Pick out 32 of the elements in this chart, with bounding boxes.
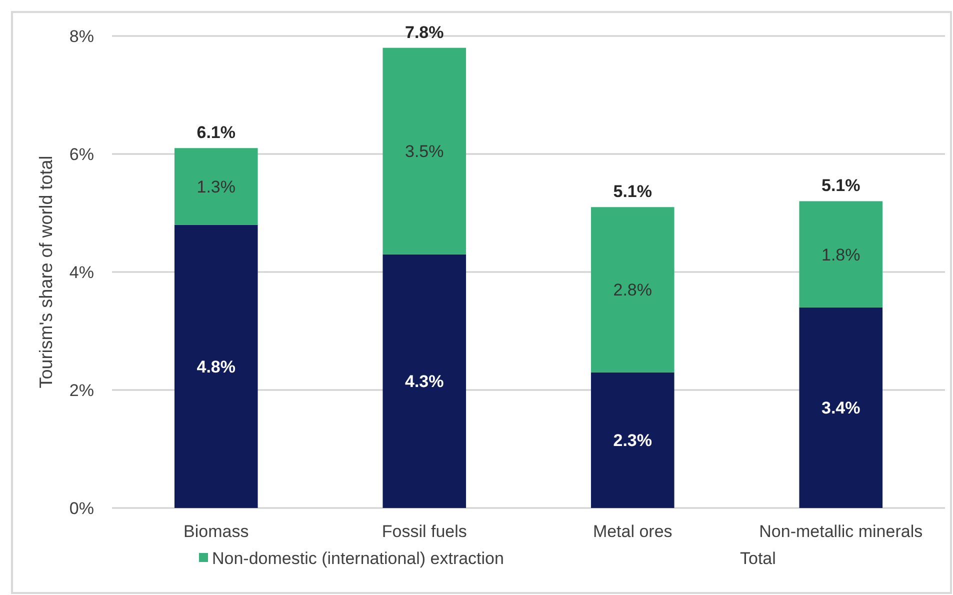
x-tick-label: Non-metallic minerals (759, 522, 923, 541)
x-tick-label: Biomass (184, 522, 249, 541)
text: Total (740, 549, 776, 568)
total-label: 5.1% (613, 182, 652, 202)
total-label: 6.1% (196, 123, 236, 142)
bar (590, 372, 674, 508)
bar (799, 307, 883, 508)
data-label: 1.8% (822, 245, 860, 264)
y-tick-label: 2% (69, 381, 94, 400)
data-label: 2.8% (613, 280, 652, 300)
bar (382, 48, 466, 254)
bar (382, 254, 466, 508)
data-label: 4.8% (196, 357, 236, 376)
total-label: 5.1% (822, 176, 860, 196)
legend-label: Non-domestic (international) extraction (212, 549, 504, 568)
x-tick-label: Metal ores (592, 522, 672, 541)
bar (799, 201, 883, 308)
bar (174, 148, 258, 225)
data-label: 3.4% (822, 398, 860, 418)
y-tick-label: 0% (69, 499, 94, 518)
bar (174, 224, 258, 508)
data-label: 4.3% (405, 372, 444, 392)
y-axis-title: Tourism's share of world total (36, 156, 56, 388)
y-tick-label: 4% (69, 263, 94, 282)
bar (590, 207, 674, 372)
y-tick-label: 8% (69, 27, 94, 46)
y-tick-label: 6% (69, 145, 94, 164)
data-label: 1.3% (196, 177, 236, 196)
total-label: 7.8% (405, 22, 444, 42)
x-tick-label: Fossil fuels (382, 522, 467, 541)
data-label: 2.3% (613, 431, 652, 450)
data-label: 3.5% (405, 142, 444, 162)
